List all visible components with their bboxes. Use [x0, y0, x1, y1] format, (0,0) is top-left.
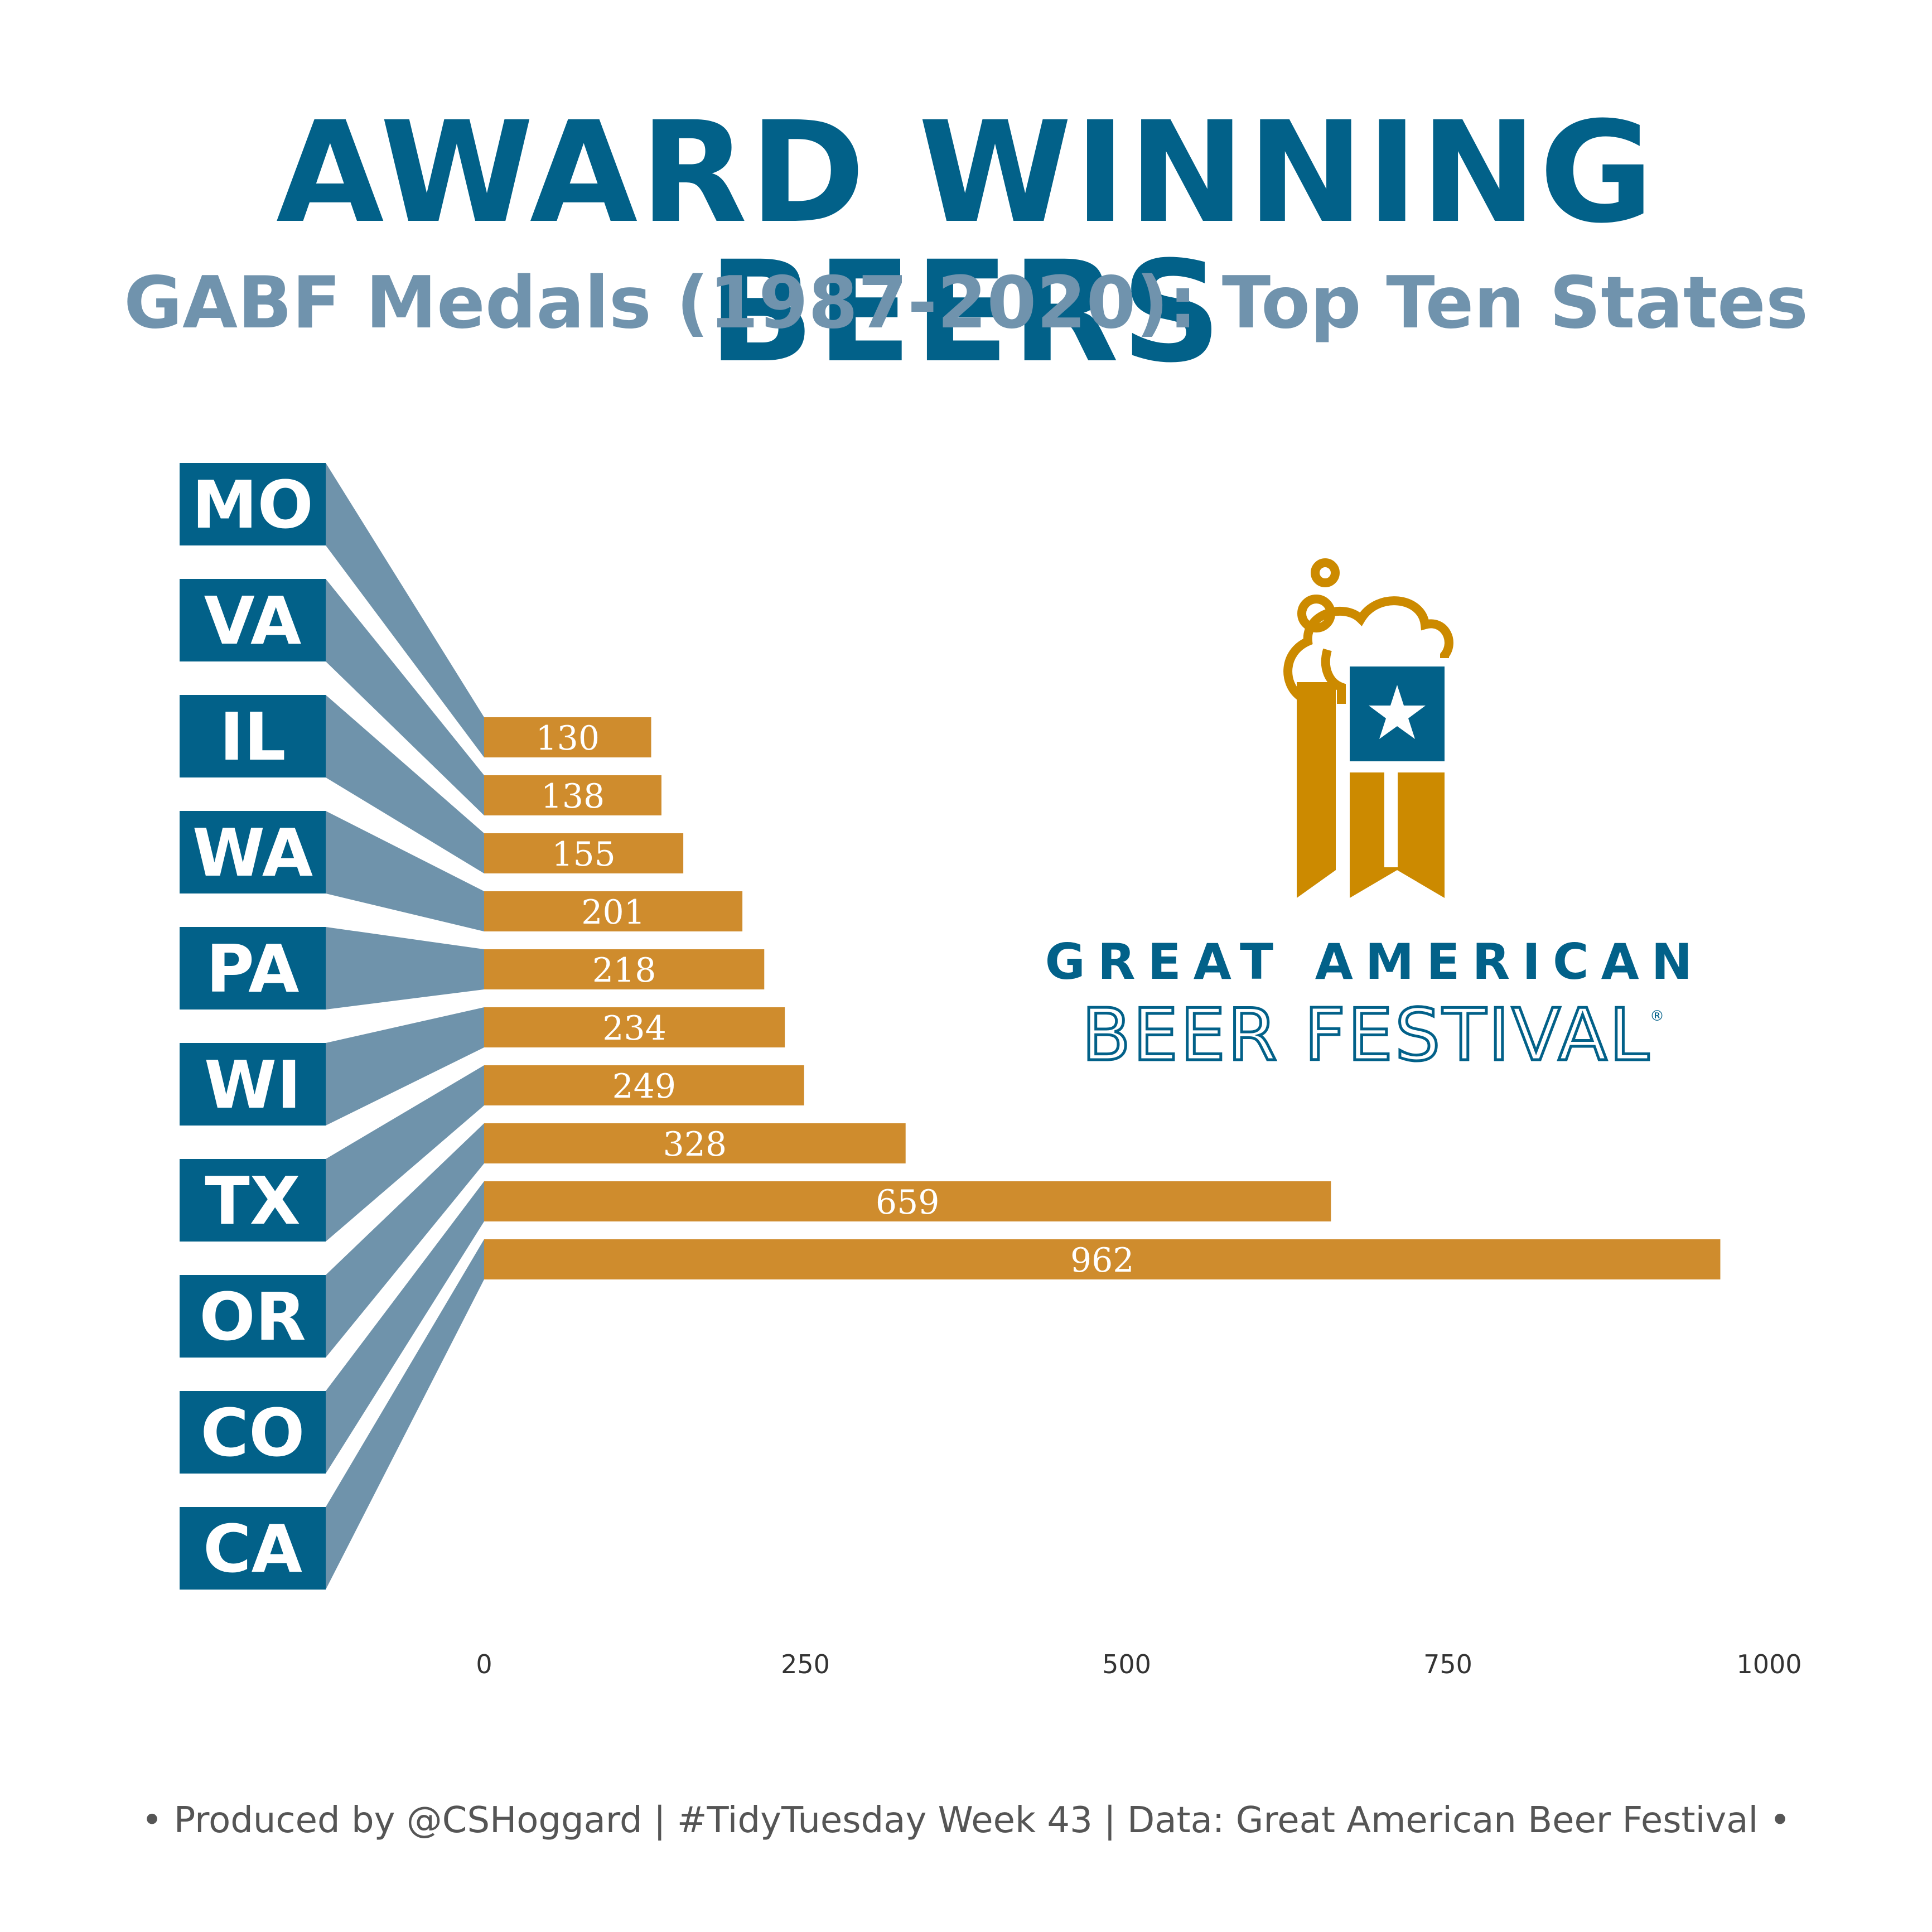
bar-value-label-ca: 962	[1070, 1241, 1134, 1280]
connector-pa	[326, 927, 484, 1010]
bar-value-label-va: 138	[541, 777, 605, 816]
state-box-wi	[180, 1043, 326, 1126]
state-box-va	[180, 579, 326, 661]
state-label-ca: CA	[203, 1510, 302, 1587]
logo-foam-icon	[1283, 558, 1453, 704]
bar-layer	[484, 717, 1721, 1279]
state-label-mo: MO	[192, 466, 313, 543]
chart-caption: • Produced by @CSHoggard | #TidyTuesday …	[141, 1800, 1791, 1841]
x-tick-label-0: 0	[476, 1649, 492, 1679]
bar-value-label-wi: 234	[602, 1009, 666, 1048]
connector-ca	[326, 1239, 484, 1590]
connector-co	[326, 1181, 484, 1474]
chart-title: AWARD WINNING BEERS	[276, 91, 1656, 393]
bar-or	[484, 1123, 906, 1163]
x-tick-label-750: 750	[1423, 1649, 1472, 1679]
bar-value-label-or: 328	[663, 1125, 727, 1164]
bar-value-label-il: 155	[552, 835, 616, 874]
state-box-or	[180, 1275, 326, 1358]
connector-va	[326, 579, 484, 815]
state-box-ca	[180, 1507, 326, 1590]
bar-wi	[484, 1007, 785, 1047]
state-box-mo	[180, 463, 326, 545]
state-label-va: VA	[204, 582, 302, 659]
connector-layer	[326, 463, 484, 1590]
state-box-co	[180, 1391, 326, 1474]
connector-wi	[326, 1007, 484, 1126]
bar-pa	[484, 949, 765, 989]
x-tick-label-500: 500	[1102, 1649, 1151, 1679]
bar-va	[484, 775, 661, 815]
logo-text-line2: BEER FESTIVAL	[1081, 994, 1651, 1077]
bar-value-label-layer: 962 659 328 249 234 218 201 155 138 130	[535, 719, 1134, 1280]
bar-value-label-co: 659	[876, 1183, 940, 1222]
state-label-wi: WI	[204, 1046, 301, 1123]
bar-mo	[484, 717, 651, 757]
state-box-tx	[180, 1159, 326, 1242]
state-box-il	[180, 695, 326, 777]
x-axis-ticks: 0 250 500 750 1000	[476, 1649, 1801, 1679]
state-label-pa: PA	[206, 930, 300, 1007]
state-label-layer: CA CO OR TX WI PA WA IL VA MO	[180, 463, 326, 1590]
registered-mark: ®	[1650, 1008, 1664, 1025]
connector-il	[326, 695, 484, 873]
state-label-wa: WA	[192, 814, 313, 891]
bar-ca	[484, 1239, 1721, 1279]
state-label-tx: TX	[205, 1162, 300, 1239]
bar-il	[484, 833, 684, 873]
state-box-pa	[180, 927, 326, 1010]
connector-tx	[326, 1065, 484, 1242]
state-label-or: OR	[199, 1278, 306, 1355]
bar-value-label-wa: 201	[581, 893, 645, 932]
bar-wa	[484, 891, 743, 931]
connector-wa	[326, 811, 484, 931]
chart-subtitle: GABF Medals (1987-2020): Top Ten States	[123, 262, 1809, 345]
bar-value-label-pa: 218	[592, 951, 656, 990]
bar-co	[484, 1181, 1331, 1221]
gabf-logo: GREAT AMERICAN BEER FESTIVAL ®	[1045, 558, 1705, 1079]
x-tick-label-1000: 1000	[1736, 1649, 1801, 1679]
bar-value-label-mo: 130	[535, 719, 600, 758]
connector-or	[326, 1123, 484, 1358]
state-label-co: CO	[201, 1394, 305, 1471]
x-tick-label-250: 250	[781, 1649, 830, 1679]
logo-ribbon-icon	[1297, 666, 1445, 898]
state-label-il: IL	[219, 698, 286, 775]
bar-tx	[484, 1065, 804, 1105]
bar-value-label-tx: 249	[612, 1067, 677, 1106]
state-box-wa	[180, 811, 326, 893]
logo-text-line1: GREAT AMERICAN	[1045, 933, 1705, 991]
connector-mo	[326, 463, 484, 757]
